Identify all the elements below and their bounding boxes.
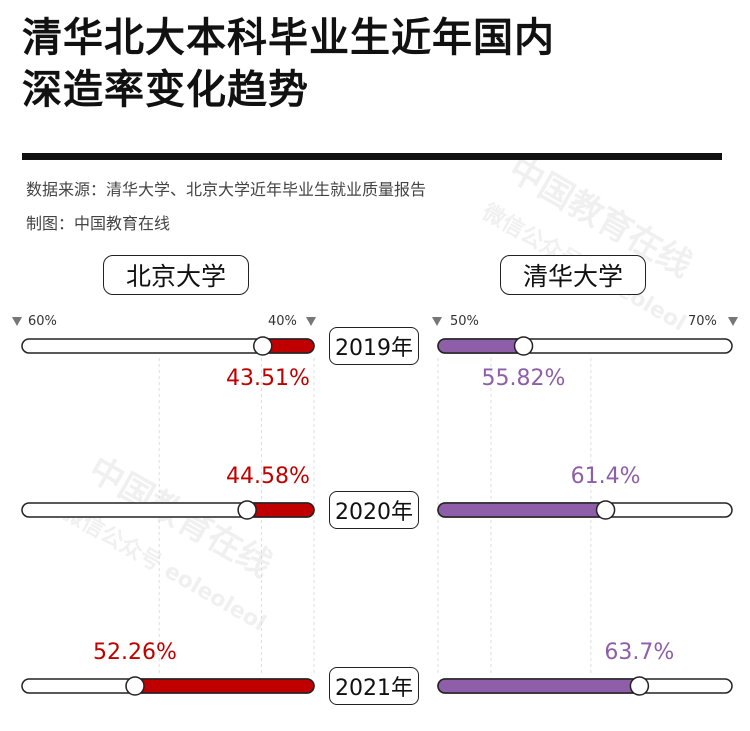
year-label-2021: 2021年 — [329, 667, 419, 705]
thu-bar — [437, 678, 641, 694]
thu-axis-left-label: 50% — [450, 314, 479, 329]
year-label-2020: 2020年 — [329, 491, 419, 529]
thu-axis-right-label: 70% — [688, 314, 717, 329]
pku-knob — [253, 336, 273, 356]
thu-value-label: 63.7% — [604, 640, 675, 665]
year-label-2019: 2019年 — [329, 327, 419, 365]
thu-knob — [595, 500, 616, 520]
pku-axis-left-label: 60% — [28, 314, 57, 329]
pku-axis-right-label: 40% — [268, 314, 297, 329]
thu-series-label: 清华大学 — [500, 255, 646, 295]
pku-series-label: 北京大学 — [103, 255, 249, 295]
data-source: 数据来源：清华大学、北京大学近年毕业生就业质量报告 — [26, 180, 427, 199]
triangle-down-icon — [306, 317, 316, 326]
pku-value-label: 52.26% — [93, 640, 177, 665]
thu-value-label: 61.4% — [570, 464, 641, 489]
title-line-2: 深造率变化趋势 — [22, 67, 309, 113]
chart-credit: 制图：中国教育在线 — [26, 214, 171, 233]
triangle-down-icon — [12, 317, 22, 326]
pku-bar — [134, 678, 315, 694]
pku-value-label: 43.51% — [226, 366, 310, 391]
page-title: 清华北大本科毕业生近年国内 深造率变化趋势 — [22, 12, 732, 116]
thu-bar — [437, 502, 607, 518]
thu-bar — [437, 338, 525, 354]
pku-bar — [262, 338, 315, 354]
thu-value-label: 55.82% — [481, 366, 566, 391]
pku-knob — [125, 676, 145, 696]
title-divider — [22, 153, 722, 160]
thu-knob — [513, 336, 534, 356]
thu-knob — [629, 676, 650, 696]
triangle-down-icon — [728, 317, 738, 326]
pku-value-label: 44.58% — [226, 464, 310, 489]
pku-bar — [246, 502, 315, 518]
pku-knob — [237, 500, 257, 520]
triangle-down-icon — [432, 317, 442, 326]
title-line-1: 清华北大本科毕业生近年国内 — [22, 15, 555, 61]
